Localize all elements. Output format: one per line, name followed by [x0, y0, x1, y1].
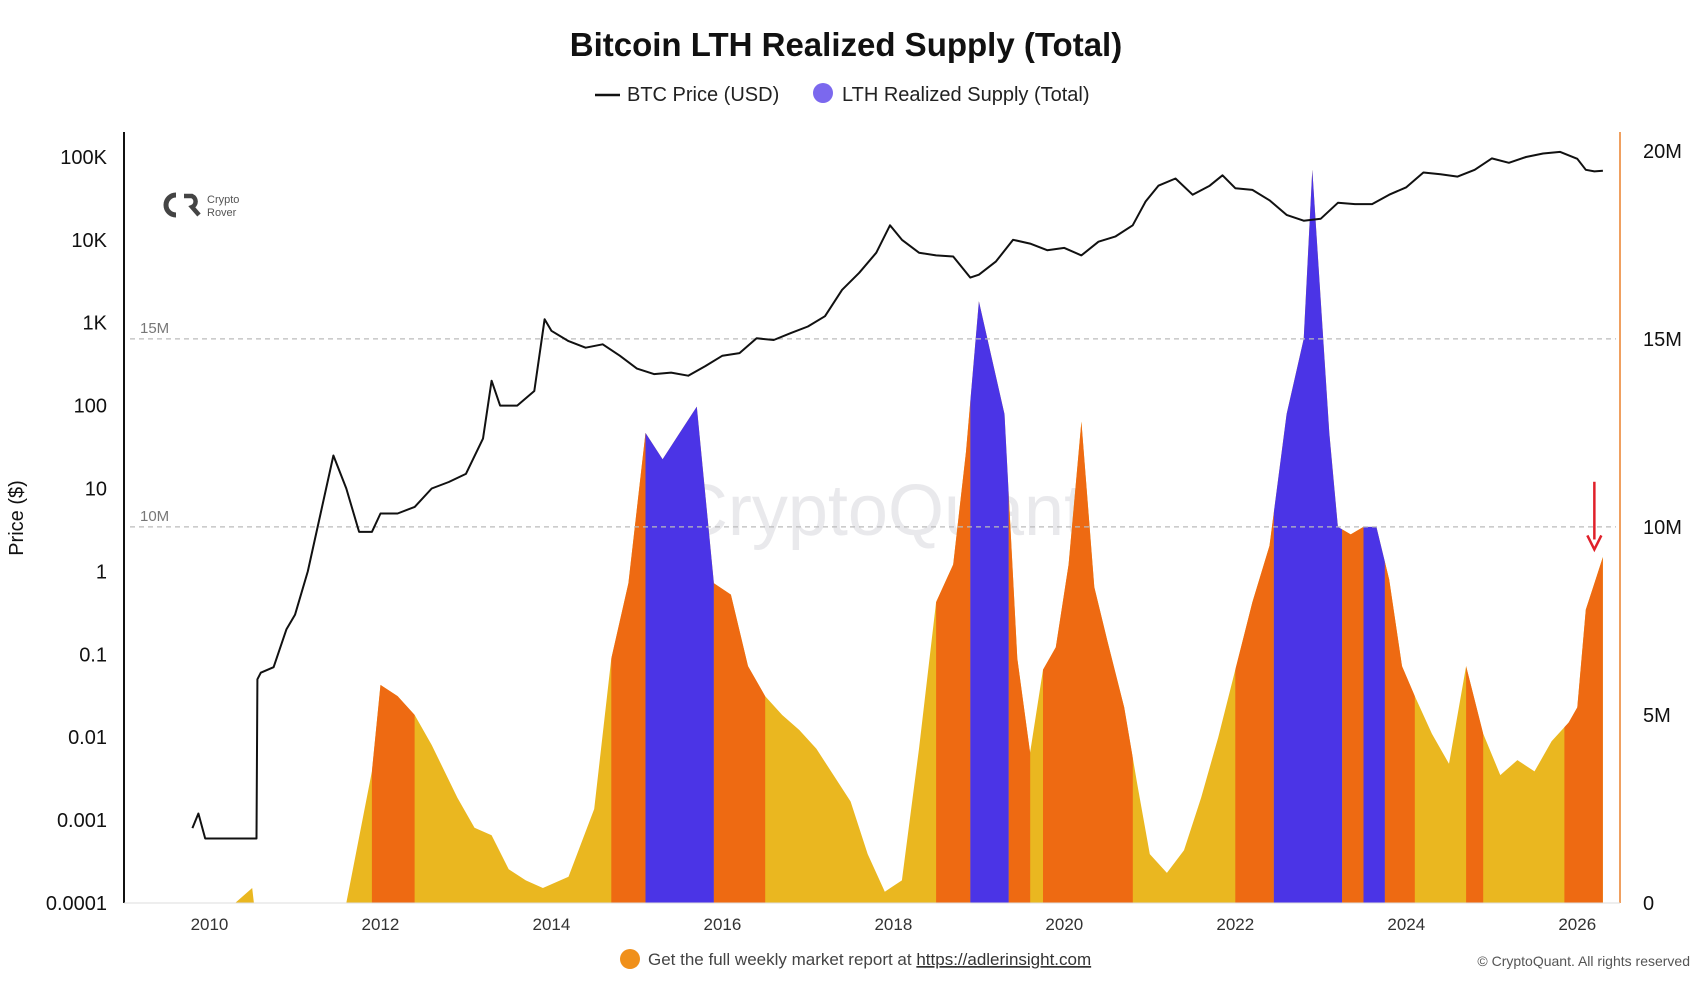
supply-band-high-11 — [1363, 169, 1385, 903]
crypto-rover-logo: Crypto Rover — [163, 192, 239, 219]
report-link[interactable]: https://adlerinsight.com — [916, 950, 1091, 969]
legend-supply-label: LTH Realized Supply (Total) — [842, 84, 1090, 106]
supply-band-high-5 — [970, 169, 1009, 903]
copyright-text: © CryptoQuant. All rights reserved — [1477, 953, 1690, 969]
x-tick-label-6: 2022 — [1216, 915, 1254, 934]
left-tick-label-5: 10 — [85, 479, 107, 501]
right-tick-label-3: 15M — [1643, 329, 1682, 351]
left-tick-label-0: 0.0001 — [46, 893, 107, 915]
left-tick-label-3: 0.1 — [79, 644, 107, 666]
footer-prefix: Get the full weekly market report at — [648, 950, 916, 969]
supply-band-mid-12 — [1384, 169, 1415, 903]
x-tick-label-4: 2018 — [874, 915, 912, 934]
legend: BTC Price (USD) LTH Realized Supply (Tot… — [595, 83, 1090, 106]
left-tick-label-7: 1K — [83, 313, 108, 335]
supply-band-mid-13 — [1466, 169, 1484, 903]
left-axis-ticks: 0.0001 0.001 0.01 0.1 1 10 100 1K 10K 100K — [46, 147, 108, 915]
crypto-rover-logo-icon-r — [184, 193, 201, 217]
orange-dot-icon — [620, 949, 640, 969]
right-tick-label-4: 20M — [1643, 141, 1682, 163]
x-tick-label-8: 2026 — [1558, 915, 1596, 934]
x-tick-label-1: 2012 — [362, 915, 400, 934]
legend-supply-dot-icon — [813, 83, 833, 103]
logo-line-2: Rover — [207, 207, 237, 219]
supply-band-mid-14 — [1564, 169, 1603, 903]
reference-label-1: 10M — [140, 508, 169, 525]
red-arrow-head-icon — [1586, 534, 1603, 553]
supply-band-high-2 — [645, 169, 714, 903]
chart-title: Bitcoin LTH Realized Supply (Total) — [570, 26, 1122, 63]
y-axis-label: Price ($) — [6, 480, 28, 556]
left-tick-label-9: 100K — [60, 147, 107, 169]
left-tick-label-8: 10K — [71, 230, 107, 252]
x-tick-label-5: 2020 — [1045, 915, 1083, 934]
supply-band-high-9 — [1273, 169, 1343, 903]
reference-label-0: 15M — [140, 320, 169, 337]
crypto-rover-logo-icon — [163, 192, 177, 218]
footer-text: Get the full weekly market report at htt… — [648, 950, 1091, 969]
x-tick-label-3: 2016 — [703, 915, 741, 934]
x-axis-ticks: 2010 2012 2014 2016 2018 2020 2022 2024 2026 — [191, 915, 1597, 934]
left-tick-label-2: 0.01 — [68, 727, 107, 749]
right-tick-label-0: 0 — [1643, 893, 1654, 915]
x-tick-label-0: 2010 — [191, 915, 229, 934]
cryptoquant-watermark: CryptoQuant — [676, 471, 1084, 551]
x-tick-label-2: 2014 — [533, 915, 571, 934]
btc-price-line — [191, 150, 1603, 840]
right-tick-label-2: 10M — [1643, 517, 1682, 539]
right-tick-label-1: 5M — [1643, 705, 1671, 727]
left-tick-label-1: 0.001 — [57, 810, 107, 832]
left-tick-label-6: 100 — [74, 396, 107, 418]
supply-band-mid-8 — [1235, 169, 1274, 903]
x-tick-label-7: 2024 — [1387, 915, 1425, 934]
left-tick-label-4: 1 — [96, 561, 107, 583]
supply-band-mid-1 — [611, 169, 646, 903]
logo-line-1: Crypto — [207, 194, 239, 206]
supply-band-mid-10 — [1342, 169, 1364, 903]
right-axis-ticks: 0 5M 10M 15M 20M — [1643, 141, 1682, 915]
legend-price-label: BTC Price (USD) — [627, 84, 779, 106]
